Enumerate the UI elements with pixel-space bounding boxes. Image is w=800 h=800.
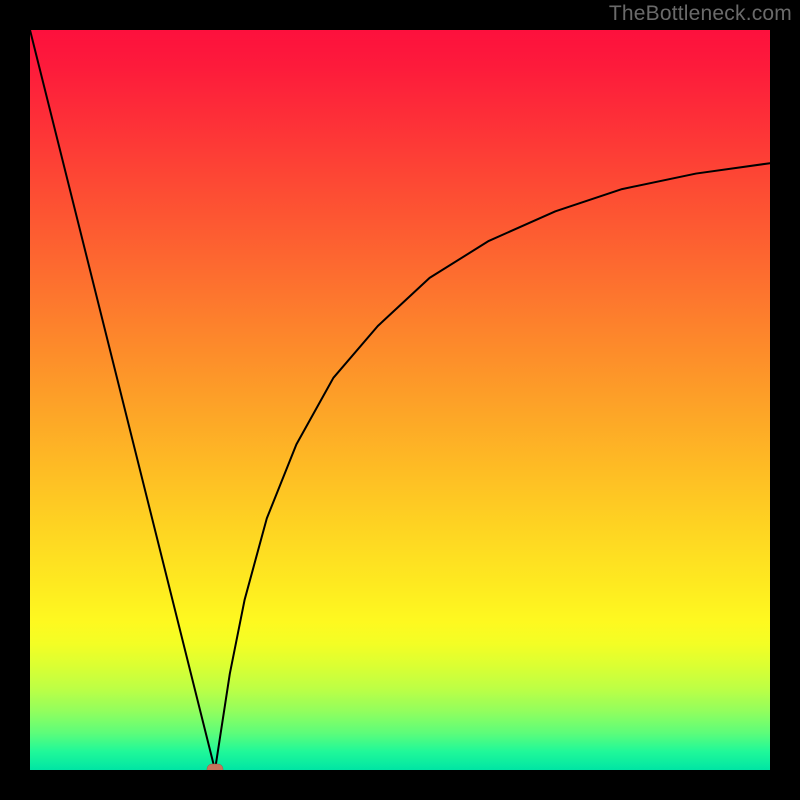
- plot-area: [30, 30, 770, 770]
- watermark-text: TheBottleneck.com: [609, 2, 792, 26]
- gradient-background: [30, 30, 770, 770]
- chart-container: TheBottleneck.com: [0, 0, 800, 800]
